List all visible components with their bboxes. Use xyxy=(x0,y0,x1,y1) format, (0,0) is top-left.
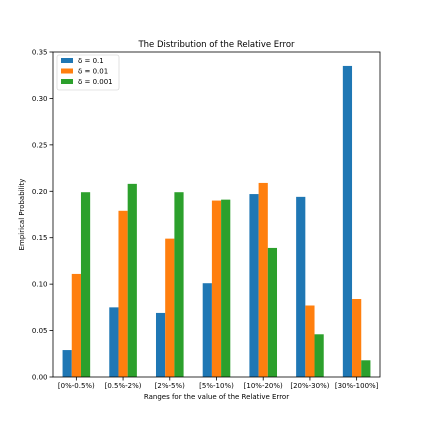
bar-series-3-cat-2 xyxy=(127,183,137,377)
bar-series-2-cat-6 xyxy=(305,305,315,377)
y-axis-title: Empirical Probability xyxy=(18,179,26,251)
y-tick-label: 0.25 xyxy=(32,141,48,149)
legend-swatch-series-3 xyxy=(61,79,73,84)
x-tick-label: [0.5%-2%) xyxy=(105,382,142,390)
y-tick-label: 0.35 xyxy=(32,49,48,57)
bar-series-1-cat-6 xyxy=(296,196,306,377)
x-tick-label: [10%-20%) xyxy=(244,382,283,390)
bar-series-3-cat-5 xyxy=(267,247,278,377)
bar-series-2-cat-1 xyxy=(71,273,81,377)
y-axis: 0.00 0.05 0.10 0.15 0.20 0.25 0.30 0.35 xyxy=(32,49,53,382)
bar-series-3-cat-4 xyxy=(221,199,231,377)
x-tick-label: [2%-5%) xyxy=(155,382,185,390)
x-tick-label: [20%-30%) xyxy=(290,382,329,390)
legend-swatch-series-2 xyxy=(61,68,73,74)
y-tick-label: 0.05 xyxy=(32,327,48,335)
bar-series-3-cat-3 xyxy=(174,192,184,377)
bar-series-2-cat-5 xyxy=(258,182,268,377)
bar-series-2-cat-2 xyxy=(118,210,128,377)
chart-title: The Distribution of the Relative Error xyxy=(137,40,295,50)
bar-series-1-cat-4 xyxy=(202,283,212,377)
y-tick-label: 0.20 xyxy=(32,188,48,196)
legend: δ = 0.1 δ = 0.01 δ = 0.001 xyxy=(56,54,120,91)
legend-label-series-1: δ = 0.1 xyxy=(78,57,104,65)
bar-series-2-cat-7 xyxy=(352,299,362,377)
bar-series-3-cat-7 xyxy=(361,360,371,377)
bar-series-1-cat-2 xyxy=(109,307,119,377)
x-tick-label: [30%-100%] xyxy=(335,382,379,390)
bar-series-3-cat-6 xyxy=(314,334,324,377)
y-tick-label: 0.00 xyxy=(32,374,48,382)
legend-swatch-series-1 xyxy=(61,58,73,63)
bar-series-2-cat-4 xyxy=(211,200,222,377)
bar-series-1-cat-5 xyxy=(249,194,259,377)
bars-group xyxy=(62,65,371,378)
x-tick-label: [0%-0.5%) xyxy=(58,382,95,390)
bar-series-1-cat-7 xyxy=(342,65,353,378)
plot-frame xyxy=(52,51,381,378)
legend-label-series-3: δ = 0.001 xyxy=(78,78,113,86)
bar-series-3-cat-1 xyxy=(80,192,91,377)
bar-series-1-cat-1 xyxy=(62,350,72,377)
x-axis: [0%-0.5%) [0.5%-2%) [2%-5%) [5%-10%) [10%-20… xyxy=(58,377,379,390)
bar-series-1-cat-3 xyxy=(155,312,166,377)
x-axis-title: Ranges for the value of the Relative Err… xyxy=(144,393,289,401)
y-tick-label: 0.10 xyxy=(32,281,48,289)
y-tick-label: 0.15 xyxy=(32,234,48,242)
bar-series-2-cat-3 xyxy=(165,238,175,377)
legend-label-series-2: δ = 0.01 xyxy=(78,67,108,75)
x-tick-label: [5%-10%) xyxy=(199,382,234,390)
y-tick-label: 0.30 xyxy=(32,95,48,103)
